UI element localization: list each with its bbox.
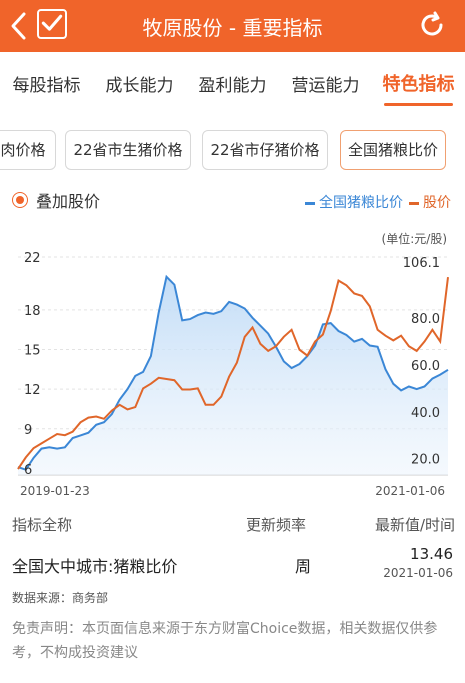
y-tick-left: 9	[24, 423, 32, 438]
x-tick-end: 2021-01-06	[375, 484, 445, 498]
chip-meat-price[interactable]: 肉价格	[0, 130, 56, 170]
indicator-name: 全国大中城市:猪粮比价	[12, 557, 178, 576]
y-tick-left: 22	[24, 251, 41, 266]
tab-per-share[interactable]: 每股指标	[12, 75, 81, 96]
indicator-latest-date: 2021-01-06	[383, 566, 453, 580]
page-title: 牧原股份 - 重要指标	[142, 16, 323, 40]
tab-growth[interactable]: 成长能力	[105, 75, 174, 96]
tab-profitability[interactable]: 盈利能力	[198, 75, 267, 96]
series-area-ratio	[18, 276, 448, 475]
legend-item-price: 股价	[409, 192, 451, 212]
y-tick-right: 60.0	[411, 359, 440, 374]
y-tick-right: 40.0	[411, 406, 440, 421]
y-tick-right: 106.1	[403, 256, 440, 271]
overlay-stock-price-toggle[interactable]: 叠加股价	[12, 188, 100, 212]
y-tick-right: 80.0	[411, 312, 440, 327]
indicator-row: 全国大中城市:猪粮比价 周 13.46 2021-01-06	[12, 545, 455, 585]
x-tick-start: 2019-01-23	[20, 484, 90, 498]
col-name-header: 指标全称	[12, 516, 73, 534]
chip-piglet-price[interactable]: 22省市仔猪价格	[202, 130, 328, 170]
y-tick-left: 6	[24, 463, 32, 478]
y-tick-left: 15	[24, 343, 41, 358]
series-line-ratio	[17, 274, 449, 471]
legend-item-ratio: 全国猪粮比价	[305, 192, 403, 212]
indicator-latest-value: 13.46	[410, 545, 453, 563]
tab-operation[interactable]: 营运能力	[291, 75, 360, 96]
unit-label: (单位:元/股)	[381, 232, 447, 246]
indicator-chips: 肉价格 22省市生猪价格 22省市仔猪价格 全国猪粮比价	[0, 130, 465, 172]
y-tick-right: 20.0	[411, 453, 440, 468]
data-source: 数据来源：商务部	[12, 591, 109, 605]
chip-hog-grain-ratio[interactable]: 全国猪粮比价	[340, 130, 446, 170]
line-chart: 22 18 15 12 9 6 106.1 80.0 60.0 40.0 20.0 2019-01-2…	[17, 251, 449, 498]
app-header: 牧原股份 - 重要指标	[0, 0, 465, 52]
chevron-left-icon[interactable]	[8, 10, 30, 42]
check-box-icon[interactable]	[37, 9, 67, 39]
overlay-label: 叠加股价	[36, 192, 101, 211]
tab-special[interactable]: 特色指标	[372, 70, 465, 106]
col-latest-header: 最新值/时间	[374, 516, 455, 534]
indicator-frequency: 周	[295, 557, 312, 576]
radio-icon	[12, 192, 28, 208]
category-tabs: 每股指标 成长能力 盈利能力 营运能力 特色指标	[0, 52, 465, 114]
series-line-price	[17, 276, 449, 470]
disclaimer: 免责声明：本页面信息来源于东方财富Choice数据，相关数据仅供参考，不构成投资…	[12, 621, 438, 661]
indicator-table-header: 指标全称 更新频率 最新值/时间	[12, 514, 455, 536]
y-tick-left: 18	[24, 304, 41, 319]
chip-live-pig-price[interactable]: 22省市生猪价格	[65, 130, 191, 170]
col-freq-header: 更新频率	[246, 516, 307, 534]
refresh-icon[interactable]	[417, 10, 447, 40]
y-tick-left: 12	[24, 383, 41, 398]
chart-legend: 全国猪粮比价 股价	[305, 192, 451, 212]
